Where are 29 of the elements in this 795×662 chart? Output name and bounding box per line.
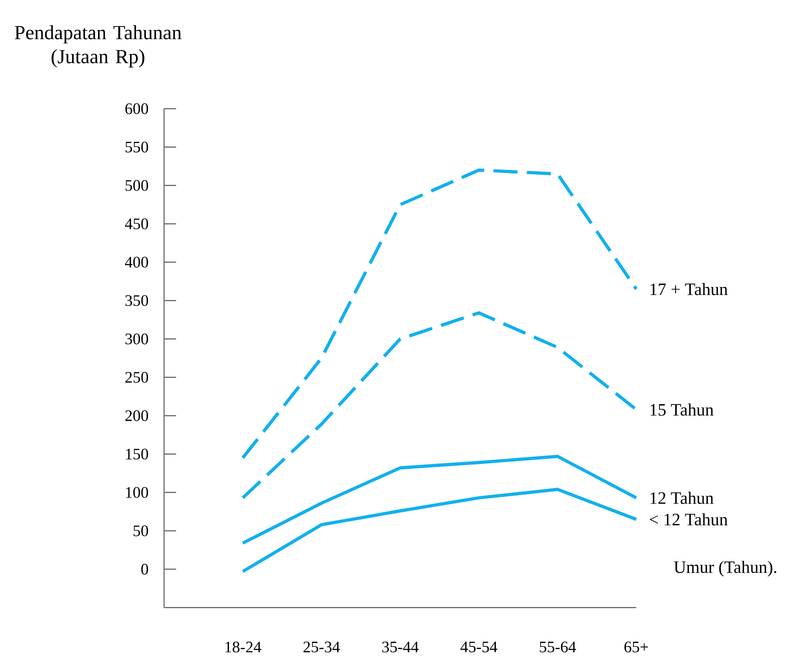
line-series [241, 168, 638, 460]
line-series [241, 311, 638, 500]
x-tick-label: 45-54 [460, 642, 498, 653]
y-tick-label: 350 [125, 295, 148, 306]
y-tick-label: 600 [125, 103, 148, 114]
y-tick-label: 450 [124, 218, 148, 230]
series-label: 17 + Tahun [650, 283, 728, 296]
y-tick-label: 300 [125, 334, 148, 345]
x-axis-title: Umur (Tahun). [674, 561, 776, 577]
y-tick-label: 100 [126, 487, 148, 498]
y-tick-label: 500 [126, 180, 148, 192]
x-tick-label: 25-34 [304, 642, 340, 653]
y-tick-label: 200 [125, 410, 148, 422]
line-series [241, 454, 638, 545]
y-axis-title: Pendapatan Tahunan (Jutaan Rp) [14, 25, 182, 68]
line-series [241, 488, 638, 574]
y-tick-label: 400 [124, 256, 148, 268]
y-tick-label: 150 [126, 448, 148, 460]
x-tick-label: 55-64 [540, 642, 576, 653]
y-tick-label: 50 [134, 526, 148, 536]
x-tick-label: 18-24 [226, 642, 262, 653]
series-label: 12 Tahun [650, 492, 714, 504]
y-tick-label: 250 [125, 372, 148, 383]
x-tick-label: 35-44 [382, 642, 419, 653]
y-tick-label: 0 [141, 564, 148, 575]
series-label: < 12 Tahun [650, 513, 728, 526]
x-tick-label: 65+ [624, 642, 648, 653]
series-label: 15 Tahun [650, 404, 714, 416]
y-tick-label: 550 [126, 142, 148, 153]
